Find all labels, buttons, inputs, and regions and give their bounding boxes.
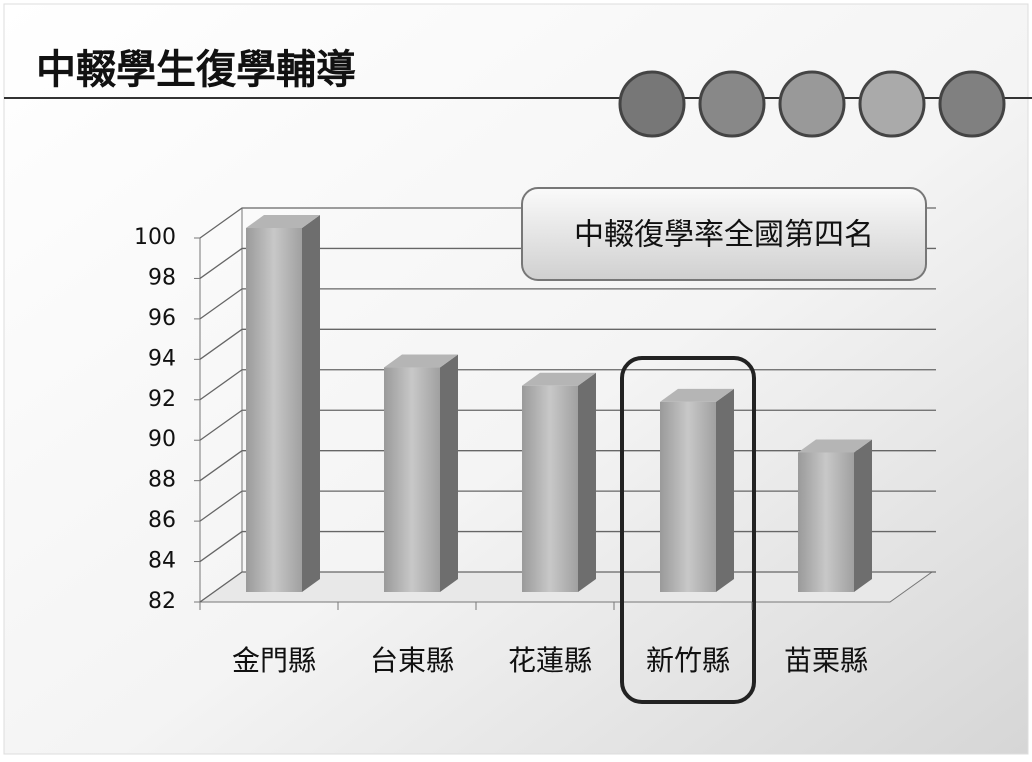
bar-top: [246, 215, 320, 228]
y-tick-label: 94: [148, 346, 176, 371]
y-tick-label: 90: [148, 427, 176, 452]
annotation: 中輟復學率全國第四名: [574, 218, 874, 253]
y-tick-label: 86: [148, 508, 176, 533]
bar-top: [660, 388, 734, 402]
slide-title: 中輟學生復學輔導: [36, 47, 356, 93]
y-tick-label: 88: [148, 468, 176, 493]
bar-side: [440, 354, 458, 592]
grid-line: [199, 288, 936, 320]
y-tick-label: 96: [148, 306, 176, 331]
bar: [798, 452, 854, 592]
bar: [384, 367, 440, 592]
bar-top: [522, 372, 596, 386]
x-tick-label: 苗栗縣: [784, 644, 868, 677]
bar: [522, 385, 578, 592]
annotation-box: [521, 187, 927, 281]
x-tick-label: 金門縣: [232, 644, 316, 677]
x-tick-label: 新竹縣: [646, 644, 730, 677]
y-tick-label: 100: [134, 225, 176, 250]
highlight-box: [620, 356, 756, 704]
y-tick-label: 92: [148, 387, 176, 412]
bar: [660, 401, 716, 592]
plot: 82 84 86 88 90 92 94 96 98 100 金門縣 台東縣 花蓮縣 新竹縣 苗栗縣 中輟復學…: [134, 187, 936, 704]
bar-side: [716, 388, 734, 592]
bar-top: [384, 354, 458, 368]
bar-side: [578, 372, 596, 592]
background: [3, 3, 1029, 755]
photo-icons: [618, 70, 1006, 138]
x-tick-label: 花蓮縣: [508, 644, 592, 677]
bar: [246, 228, 302, 592]
bar-side: [302, 215, 320, 592]
bar-top: [798, 439, 872, 453]
y-tick-label: 82: [148, 589, 176, 614]
grid-line: [199, 369, 936, 401]
bar-side: [854, 439, 872, 592]
x-tick-label: 台東縣: [370, 644, 454, 677]
y-tick-label: 98: [148, 265, 176, 290]
grid-line: [199, 328, 936, 360]
y-tick-label: 84: [148, 549, 176, 574]
